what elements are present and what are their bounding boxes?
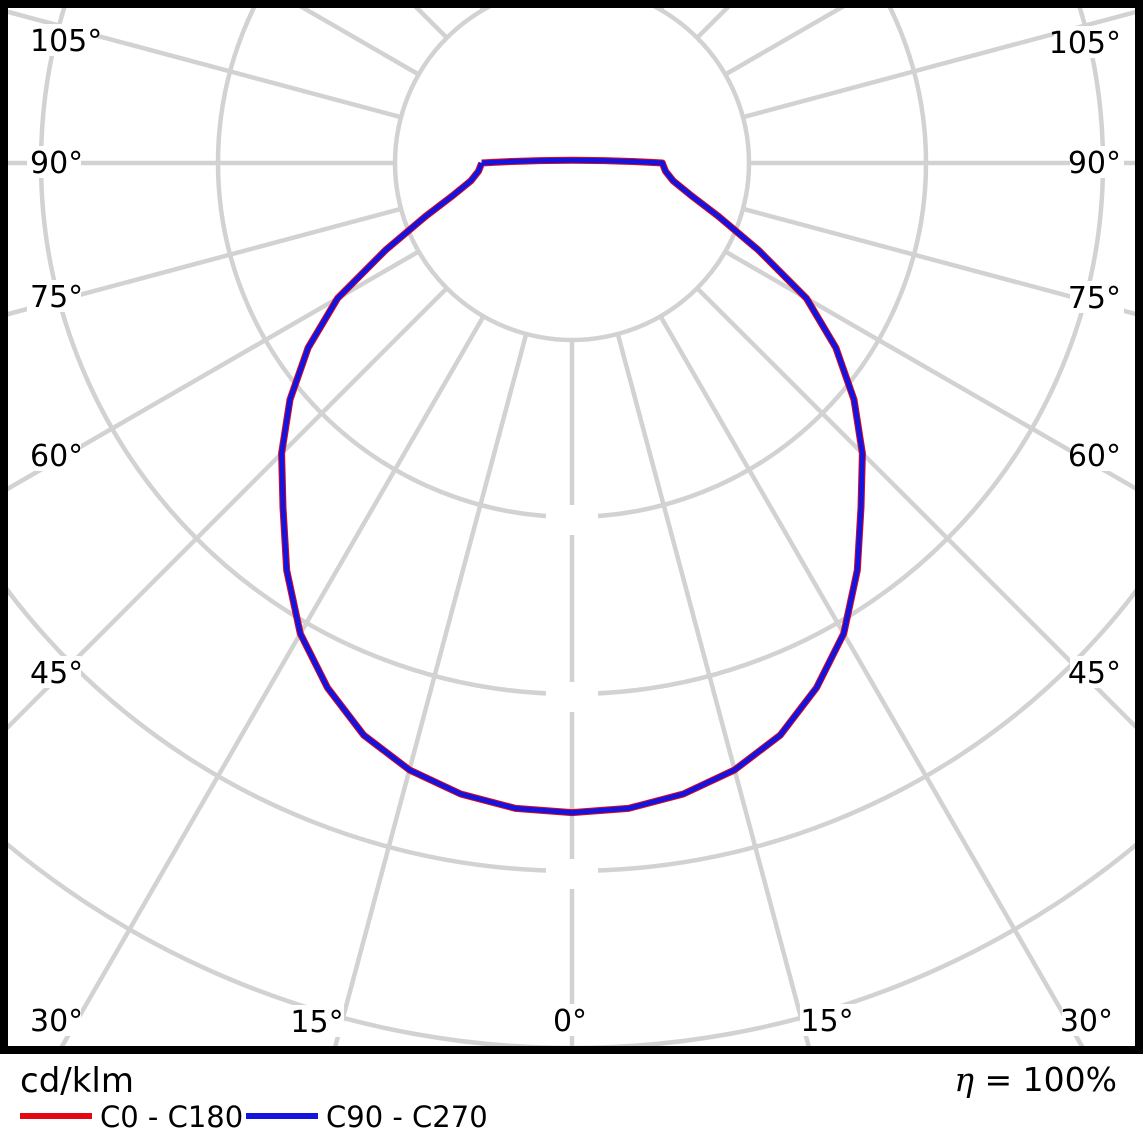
angle-label-backing [1070, 439, 1124, 471]
grid-spoke [8, 206, 402, 317]
angle-label-backing [27, 439, 81, 471]
angle-label: 60° [1068, 439, 1121, 474]
efficiency-value: η = 100% [954, 1060, 1117, 1099]
angle-label: 30° [1060, 1004, 1113, 1039]
curves-group [278, 156, 866, 817]
grid-spoke [658, 315, 1085, 1046]
grid-spoke [8, 286, 449, 731]
angle-label: 75° [1068, 281, 1121, 316]
grid-spoke [333, 333, 529, 1046]
angle-label-backing [1062, 1004, 1116, 1036]
grid-spoke [8, 249, 420, 492]
angle-label-backing [1070, 281, 1124, 313]
grid-spoke [742, 9, 1135, 120]
angle-labels-group: 105° 90° 75° 60° 45° 30° 15° 0° 15° 30° 45° 60° 75° 9… [27, 24, 1124, 1040]
angle-label: 45° [30, 656, 83, 691]
angle-label: 15° [290, 1005, 343, 1040]
angle-label-backing [27, 1004, 81, 1036]
angle-label-backing [290, 1005, 344, 1037]
angle-label: 75° [30, 280, 83, 315]
radial-value-box [546, 682, 598, 712]
angle-label: 105° [30, 24, 102, 59]
legend-label-c0-c180: C0 - C180 [100, 1100, 243, 1134]
angle-label-backing [1070, 656, 1124, 688]
angle-label: 60° [30, 439, 83, 474]
radial-value-box [546, 859, 598, 889]
angle-label-backing [800, 1004, 854, 1036]
angle-label-backing [1070, 146, 1124, 178]
angle-label-backing [27, 656, 81, 688]
grid-spoke [615, 333, 811, 1046]
angle-label-backing [27, 146, 81, 178]
angle-label: 90° [1068, 146, 1121, 181]
radial-value-box [546, 505, 598, 535]
angle-label: 105° [1049, 26, 1121, 61]
plot-border [0, 0, 1143, 1054]
angle-label: 30° [30, 1004, 83, 1039]
curve-c90-c270 [279, 157, 865, 816]
angle-label: 0° [553, 1004, 587, 1039]
legend-label-c90-c270: C90 - C270 [326, 1100, 488, 1134]
unit-label: cd/klm [20, 1061, 134, 1101]
grid-spoke [724, 249, 1135, 491]
grid-spoke [742, 206, 1135, 317]
angle-label-backing [1054, 26, 1124, 58]
angle-label: 45° [1068, 656, 1121, 691]
grid-spoke [8, 9, 402, 120]
angle-label: 15° [800, 1004, 853, 1039]
angle-label-backing [27, 24, 97, 56]
radial-value-boxes [546, 505, 598, 889]
angle-label: 90° [30, 146, 83, 181]
grid-spoke [695, 286, 1135, 730]
grid-spoke [59, 315, 486, 1046]
angle-label-backing [27, 280, 81, 312]
angle-label-backing [551, 1004, 589, 1036]
